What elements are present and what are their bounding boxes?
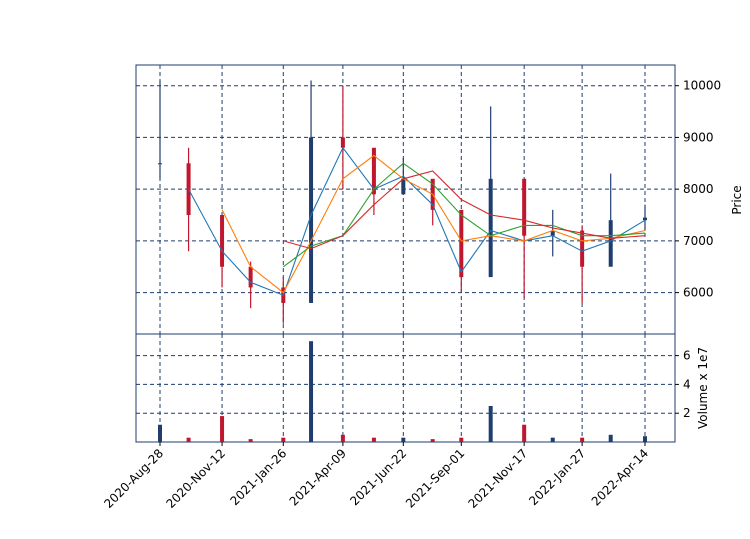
volume-bar [430, 439, 435, 442]
volume-bar [281, 437, 286, 442]
x-tick-label: 2021-Apr-09 [287, 446, 349, 508]
ma-short-line [188, 146, 646, 296]
volume-bar [309, 341, 314, 442]
x-tick-label: 2021-Jun-22 [347, 446, 409, 508]
price-axis-label: Price [730, 185, 744, 214]
price-candle [401, 178, 406, 195]
price-candle [522, 178, 527, 236]
volume-bar [580, 437, 585, 442]
price-candle [186, 163, 191, 216]
price-tick-label: 9000 [683, 130, 714, 144]
volume-tick-label: 4 [683, 377, 691, 391]
volume-axis-label: Volume x 1e7 [696, 347, 710, 429]
price-candle [488, 178, 493, 278]
price-panel [135, 64, 676, 335]
volume-bar [340, 434, 345, 442]
price-candle [550, 230, 555, 236]
price-candle [608, 220, 613, 267]
price-tick-label: 6000 [683, 286, 714, 300]
price-candle [220, 215, 225, 267]
volume-bar [248, 439, 253, 442]
volume-bar [608, 434, 613, 442]
price-candle [340, 137, 345, 148]
price-candle [371, 147, 376, 195]
volume-tick-label: 6 [683, 349, 691, 363]
x-tick-label: 2022-Jan-27 [526, 446, 588, 508]
volume-bar [459, 437, 464, 442]
volume-bar [186, 437, 191, 442]
volume-bar [158, 424, 162, 442]
price-candle [158, 163, 162, 165]
volume-bar [522, 424, 527, 442]
price-tick-label: 8000 [683, 182, 714, 196]
moving-average-lines [188, 146, 646, 296]
x-tick-label: 2021-Nov-17 [466, 446, 531, 511]
price-candle [643, 217, 647, 221]
volume-tick-label: 2 [683, 406, 691, 420]
x-tick-label: 2020-Aug-28 [101, 446, 166, 511]
price-candle [580, 230, 585, 267]
volume-bar [371, 437, 376, 442]
price-tick-label: 7000 [683, 234, 714, 248]
volume-bar [401, 437, 406, 442]
x-tick-label: 2021-Jan-26 [227, 446, 289, 508]
ma-mid-line [221, 154, 646, 294]
price-candle [459, 209, 464, 278]
volume-bar [550, 437, 555, 442]
volume-bar [488, 406, 493, 442]
x-tick-label: 2021-Sep-01 [403, 446, 467, 510]
volume-marks [158, 341, 647, 442]
volume-bar [643, 436, 647, 442]
volume-bar [220, 416, 225, 442]
x-tick-label: 2020-Nov-12 [163, 446, 228, 511]
price-candle [248, 266, 253, 288]
volume-panel [135, 333, 676, 443]
price-candle [309, 137, 314, 303]
ma-long2-line [283, 170, 646, 250]
x-tick-label: 2022-Apr-14 [589, 446, 651, 508]
price-tick-label: 10000 [683, 79, 721, 93]
